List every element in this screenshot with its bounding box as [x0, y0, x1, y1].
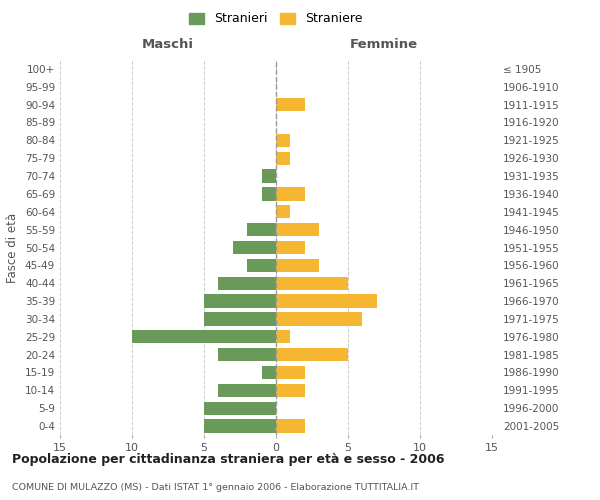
Bar [276, 152, 290, 165]
Bar [247, 223, 276, 236]
Bar [276, 330, 290, 344]
Y-axis label: Fasce di età: Fasce di età [7, 212, 19, 282]
Bar [132, 330, 276, 344]
Bar [218, 276, 276, 290]
Bar [276, 294, 377, 308]
Bar [262, 366, 276, 379]
Bar [276, 223, 319, 236]
Bar [276, 187, 305, 200]
Bar [262, 170, 276, 183]
Bar [247, 258, 276, 272]
Bar [218, 384, 276, 397]
Bar [204, 294, 276, 308]
Text: Maschi: Maschi [142, 38, 194, 51]
Text: Popolazione per cittadinanza straniera per età e sesso - 2006: Popolazione per cittadinanza straniera p… [12, 452, 445, 466]
Legend: Stranieri, Straniere: Stranieri, Straniere [185, 8, 367, 29]
Bar [276, 366, 305, 379]
Bar [233, 241, 276, 254]
Bar [276, 276, 348, 290]
Bar [204, 402, 276, 415]
Bar [276, 98, 305, 112]
Bar [276, 420, 305, 433]
Text: Femmine: Femmine [350, 38, 418, 51]
Bar [276, 241, 305, 254]
Bar [276, 348, 348, 362]
Bar [276, 258, 319, 272]
Bar [276, 312, 362, 326]
Bar [262, 187, 276, 200]
Bar [204, 420, 276, 433]
Bar [276, 205, 290, 218]
Bar [204, 312, 276, 326]
Bar [276, 384, 305, 397]
Bar [218, 348, 276, 362]
Bar [276, 134, 290, 147]
Text: COMUNE DI MULAZZO (MS) - Dati ISTAT 1° gennaio 2006 - Elaborazione TUTTITALIA.IT: COMUNE DI MULAZZO (MS) - Dati ISTAT 1° g… [12, 483, 419, 492]
